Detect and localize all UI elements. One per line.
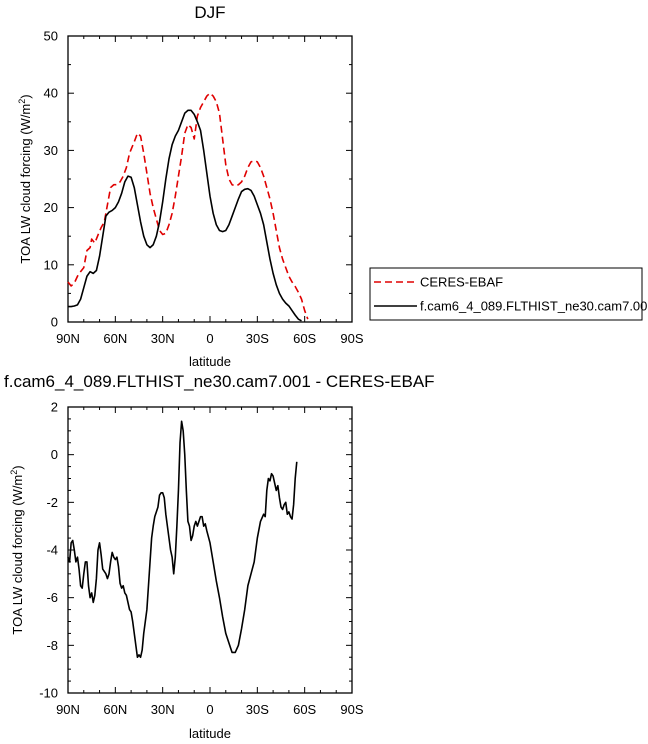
x-tick-label: 60N xyxy=(103,331,127,346)
x-tick-label: 60N xyxy=(103,702,127,717)
y-axis-label-superscript: 2 xyxy=(9,470,19,475)
y-tick-label: -6 xyxy=(46,590,58,605)
y-tick-label: -10 xyxy=(39,686,58,701)
legend-entry: f.cam6_4_089.FLTHIST_ne30.cam7.001 xyxy=(420,299,648,314)
y-tick-label: -4 xyxy=(46,543,58,558)
x-tick-label: 60S xyxy=(293,702,316,717)
y-tick-label: 2 xyxy=(51,400,58,415)
y-axis-label: TOA LW cloud forcing (W/m2) xyxy=(9,465,25,634)
series-line-1 xyxy=(67,92,309,320)
x-axis-label: latitude xyxy=(189,354,231,369)
y-axis-label-text: TOA LW cloud forcing (W/m xyxy=(10,475,25,635)
y-tick-label: 30 xyxy=(44,143,58,158)
y-tick-label: -2 xyxy=(46,495,58,510)
legend-box xyxy=(369,267,643,321)
plot-frame xyxy=(67,35,353,323)
y-tick-label: 10 xyxy=(44,257,58,272)
legend-entry: CERES-EBAF xyxy=(420,275,503,290)
legend: CERES-EBAF f.cam6_4_089.FLTHIST_ne30.cam7… xyxy=(369,267,648,321)
x-axis-label: latitude xyxy=(189,726,231,741)
series-line-2 xyxy=(68,109,302,322)
x-tick-label: 90N xyxy=(56,331,80,346)
series-line-1 xyxy=(67,420,298,659)
x-tick-label: 90S xyxy=(340,331,363,346)
y-axis-label-close: ) xyxy=(10,465,25,469)
y-axis-label: TOA LW cloud forcing (W/m2) xyxy=(17,94,33,263)
y-tick-label: 40 xyxy=(44,86,58,101)
chart-panel-1: DJF 90N 60N 30N 0 30S 60S 90S 0 10 20 30 40 50 latitud… xyxy=(17,3,648,369)
y-tick-label: 50 xyxy=(44,29,58,44)
x-tick-label: 90N xyxy=(56,702,80,717)
y-axis-label-text: TOA LW cloud forcing (W/m xyxy=(18,104,33,264)
plot-frame xyxy=(67,406,353,694)
x-tick-label: 30S xyxy=(246,702,269,717)
y-tick-label: -8 xyxy=(46,638,58,653)
y-axis-label-superscript: 2 xyxy=(17,99,27,104)
x-tick-label: 0 xyxy=(206,702,213,717)
x-tick-label: 60S xyxy=(293,331,316,346)
x-tick-label: 30N xyxy=(151,331,175,346)
x-tick-label: 30S xyxy=(246,331,269,346)
y-tick-label: 0 xyxy=(51,447,58,462)
x-tick-label: 0 xyxy=(206,331,213,346)
y-tick-label: 0 xyxy=(51,315,58,330)
chart-title: DJF xyxy=(194,3,225,22)
chart-panel-2: f.cam6_4_089.FLTHIST_ne30.cam7.001 - CER… xyxy=(4,372,435,741)
y-tick-label: 20 xyxy=(44,200,58,215)
y-axis-label-close: ) xyxy=(18,94,33,98)
chart-title: f.cam6_4_089.FLTHIST_ne30.cam7.001 - CER… xyxy=(4,372,435,391)
x-tick-label: 90S xyxy=(340,702,363,717)
x-tick-label: 30N xyxy=(151,702,175,717)
